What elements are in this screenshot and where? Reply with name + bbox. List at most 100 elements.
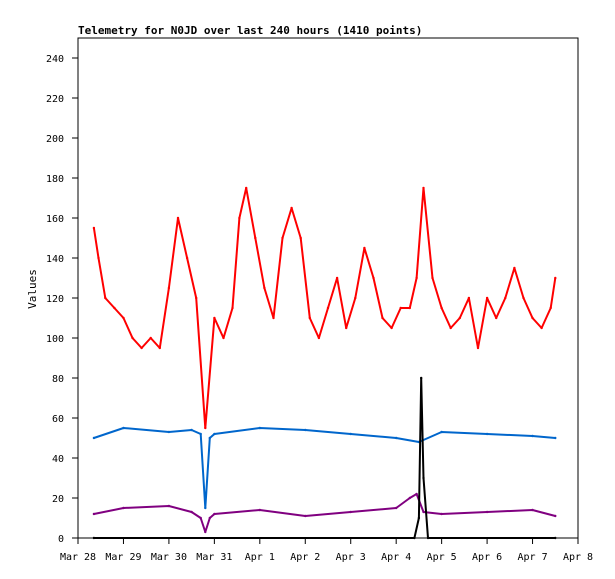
series-1-point xyxy=(531,434,534,438)
series-1-point xyxy=(349,432,352,436)
series-1-point xyxy=(167,430,171,434)
x-tick-label: Apr 7 xyxy=(517,552,547,563)
series-0-point xyxy=(345,326,348,330)
series-0-point xyxy=(390,326,393,330)
series-0-point xyxy=(381,316,384,320)
x-tick-label: Mar 31 xyxy=(196,552,232,563)
series-1-point xyxy=(395,436,398,440)
series-0-point xyxy=(92,226,96,230)
series-layer xyxy=(92,186,557,540)
y-axis-label: Values xyxy=(26,269,39,309)
series-0-point xyxy=(326,306,330,310)
series-0-point xyxy=(549,306,552,310)
series-0-point xyxy=(113,306,116,310)
series-0-point xyxy=(504,296,507,300)
series-0-point xyxy=(467,296,471,300)
x-tick-label: Apr 8 xyxy=(563,552,593,563)
series-2-point xyxy=(415,492,418,496)
y-tick-label: 240 xyxy=(46,54,64,65)
x-tick-label: Apr 5 xyxy=(427,552,457,563)
series-2-point xyxy=(204,530,207,534)
series-2-point xyxy=(92,512,96,516)
x-tick-label: Apr 3 xyxy=(336,552,366,563)
y-axis: 0 20 40 60 80 100 120 140 160 180 200 220 240 xyxy=(46,54,78,545)
series-2-point xyxy=(190,510,193,514)
x-tick-label: Apr 1 xyxy=(245,552,275,563)
y-tick-label: 40 xyxy=(52,454,64,465)
plot-area xyxy=(77,37,579,539)
series-1-point xyxy=(258,426,261,430)
series-2-point xyxy=(258,508,261,512)
series-0-point xyxy=(408,306,411,310)
series-line-0 xyxy=(92,187,557,429)
series-0-point xyxy=(440,306,443,310)
series-0-point xyxy=(290,206,293,210)
series-2-point xyxy=(422,510,425,514)
series-0-point xyxy=(335,276,339,280)
series-3-point xyxy=(426,536,430,540)
series-1-point xyxy=(554,436,557,440)
series-2-point xyxy=(167,504,171,508)
series-0-point xyxy=(449,326,452,330)
series-2-point xyxy=(408,496,411,500)
series-2-point xyxy=(349,510,352,514)
series-0-point xyxy=(231,306,234,310)
series-0-point xyxy=(540,326,543,330)
series-2-point xyxy=(531,508,534,512)
y-tick-label: 220 xyxy=(46,94,64,105)
series-2-point xyxy=(213,512,216,516)
series-0-point xyxy=(372,276,375,280)
y-tick-label: 60 xyxy=(52,414,64,425)
series-1-point xyxy=(213,432,216,436)
y-tick-label: 20 xyxy=(52,494,64,505)
series-0-point xyxy=(299,236,302,240)
series-3-point xyxy=(417,516,421,520)
series-0-point xyxy=(254,236,257,240)
series-0-point xyxy=(485,296,489,300)
series-3-point xyxy=(554,536,557,540)
series-0-point xyxy=(185,256,189,260)
series-0-point xyxy=(131,336,134,340)
series-0-point xyxy=(122,316,125,320)
x-tick-label: Mar 29 xyxy=(105,552,141,563)
series-2-point xyxy=(395,506,398,510)
y-tick-label: 100 xyxy=(46,334,64,345)
series-0-point xyxy=(213,316,216,320)
series-0-point xyxy=(415,276,418,280)
y-tick-label: 0 xyxy=(58,534,64,545)
series-1-point xyxy=(485,432,489,436)
series-1-point xyxy=(190,428,193,432)
series-0-point xyxy=(458,316,461,320)
series-0-point xyxy=(513,266,516,270)
series-0-point xyxy=(554,276,557,280)
y-tick-label: 80 xyxy=(52,374,64,385)
series-1-point xyxy=(204,506,207,510)
series-0-point xyxy=(476,346,480,350)
series-0-point xyxy=(140,346,143,350)
series-1-point xyxy=(92,436,96,440)
series-2-point xyxy=(440,512,443,516)
x-tick-label: Mar 30 xyxy=(151,552,187,563)
series-1-point xyxy=(199,432,202,436)
x-tick-label: Apr 6 xyxy=(472,552,502,563)
series-0-point xyxy=(354,296,357,300)
x-tick-label: Apr 4 xyxy=(381,552,411,563)
series-1-point xyxy=(122,426,125,430)
series-0-point xyxy=(308,316,311,320)
series-0-point xyxy=(522,296,525,300)
series-0-point xyxy=(176,216,180,220)
y-tick-label: 160 xyxy=(46,214,64,225)
series-0-point xyxy=(149,336,152,340)
series-2-point xyxy=(208,516,211,520)
series-0-point xyxy=(195,296,198,300)
series-0-point xyxy=(204,426,207,430)
series-2-point xyxy=(554,514,557,518)
series-0-point xyxy=(158,346,161,350)
series-0-point xyxy=(531,316,534,320)
series-1-point xyxy=(440,430,443,434)
series-0-point xyxy=(363,246,366,250)
series-0-point xyxy=(104,296,107,300)
series-0-point xyxy=(222,336,225,340)
y-tick-label: 180 xyxy=(46,174,64,185)
